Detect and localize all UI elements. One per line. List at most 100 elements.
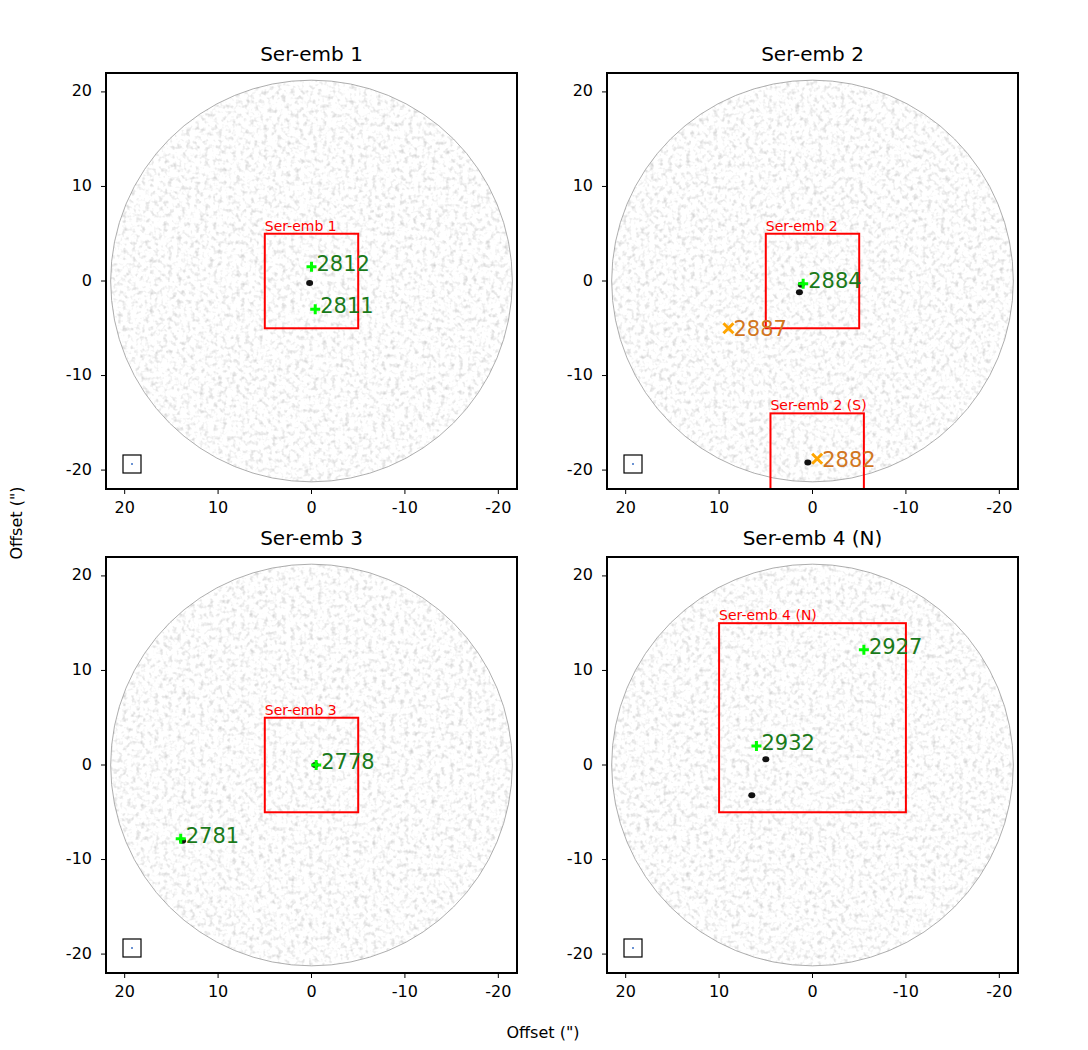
x-tick: [999, 973, 1000, 978]
point-label: 2781: [186, 824, 239, 848]
source: [306, 280, 313, 286]
y-tick-label: 20: [72, 565, 92, 584]
x-tick-label: -20: [485, 982, 511, 1001]
x-tick-label: -10: [392, 498, 418, 517]
y-tick-label: 20: [573, 565, 593, 584]
y-tick: [101, 281, 106, 282]
x-tick-label: -20: [986, 498, 1012, 517]
source: [748, 792, 755, 798]
point-label: 2812: [317, 252, 370, 276]
field-of-view: [612, 80, 1014, 482]
point-marker: [307, 262, 317, 272]
x-tick-label: 10: [208, 982, 228, 1001]
x-tick: [999, 489, 1000, 494]
x-tick: [124, 973, 125, 978]
point-marker: [798, 279, 808, 289]
x-axis-title: Offset ("): [507, 1023, 580, 1042]
region-label: Ser-emb 2 (S): [770, 397, 866, 413]
x-tick: [719, 489, 720, 494]
y-tick-label: 10: [573, 660, 593, 679]
source: [762, 756, 769, 762]
panel-title: Ser-emb 2: [761, 42, 864, 66]
field-of-view: [612, 564, 1014, 966]
x-tick: [719, 973, 720, 978]
beam: [632, 463, 634, 465]
y-tick: [602, 575, 607, 576]
image-noise: [111, 564, 513, 966]
image-noise: [612, 80, 1014, 482]
panel: Ser-emb 32778278120100-10-20-20-1001020S…: [66, 526, 517, 1001]
y-tick: [602, 375, 607, 376]
y-tick: [602, 91, 607, 92]
y-tick: [101, 575, 106, 576]
x-tick-label: 0: [807, 982, 817, 1001]
y-tick: [101, 670, 106, 671]
region-label: Ser-emb 2: [766, 218, 838, 234]
region-label: Ser-emb 3: [265, 702, 337, 718]
point-label: 2884: [808, 269, 861, 293]
x-tick-label: -10: [392, 982, 418, 1001]
x-tick-label: 0: [306, 982, 316, 1001]
x-tick-label: 0: [306, 498, 316, 517]
x-tick: [218, 973, 219, 978]
point-marker: [176, 834, 186, 844]
y-tick-label: 10: [72, 660, 92, 679]
y-tick: [101, 765, 106, 766]
frame: [106, 557, 517, 973]
panel-title: Ser-emb 3: [260, 526, 363, 550]
y-tick-label: -20: [66, 944, 92, 963]
y-tick-label: -10: [567, 365, 593, 384]
x-tick: [218, 489, 219, 494]
x-tick-label: 20: [115, 498, 135, 517]
y-tick-label: 0: [82, 755, 92, 774]
beam: [131, 463, 133, 465]
x-tick: [311, 973, 312, 978]
x-tick: [812, 973, 813, 978]
point-label: 2778: [321, 750, 374, 774]
point-marker: [311, 760, 321, 770]
y-tick-label: 20: [573, 81, 593, 100]
x-tick-label: -20: [485, 498, 511, 517]
panel: Ser-emb 4 (N)2932292720100-10-20-20-1001…: [567, 526, 1018, 1001]
panel-title: Ser-emb 1: [260, 42, 363, 66]
field-of-view: [111, 564, 513, 966]
x-tick-label: 20: [616, 498, 636, 517]
x-tick: [404, 489, 405, 494]
y-tick-label: 10: [573, 176, 593, 195]
beam-box: [624, 455, 642, 473]
beam: [632, 947, 634, 949]
x-tick: [905, 489, 906, 494]
y-tick: [602, 470, 607, 471]
beam: [131, 947, 133, 949]
y-tick-label: -10: [66, 365, 92, 384]
x-tick: [311, 489, 312, 494]
frame: [106, 73, 517, 489]
x-tick-label: 10: [208, 498, 228, 517]
y-tick: [101, 375, 106, 376]
region-label: Ser-emb 4 (N): [719, 607, 817, 623]
y-tick: [602, 954, 607, 955]
y-tick: [101, 470, 106, 471]
plot-area: [111, 564, 513, 966]
x-tick: [124, 489, 125, 494]
x-tick-label: 10: [709, 498, 729, 517]
y-tick: [602, 186, 607, 187]
x-tick-label: 20: [115, 982, 135, 1001]
point-marker: [723, 323, 733, 333]
x-tick: [625, 489, 626, 494]
frame: [607, 557, 1018, 973]
y-tick-label: 20: [72, 81, 92, 100]
y-tick: [101, 91, 106, 92]
y-tick-label: -20: [567, 944, 593, 963]
y-tick: [602, 281, 607, 282]
point-marker: [310, 304, 320, 314]
y-axis-title: Offset ("): [7, 487, 26, 560]
point-marker: [751, 741, 761, 751]
y-tick: [101, 186, 106, 187]
panel-title: Ser-emb 4 (N): [743, 526, 883, 550]
panel: Ser-emb 2Ser-emb 2 (S)28842887288220100-…: [567, 42, 1018, 517]
source: [804, 460, 811, 466]
image-noise: [111, 80, 513, 482]
panel: Ser-emb 12812281120100-10-20-20-1001020S…: [66, 42, 517, 517]
point-marker: [812, 454, 822, 464]
